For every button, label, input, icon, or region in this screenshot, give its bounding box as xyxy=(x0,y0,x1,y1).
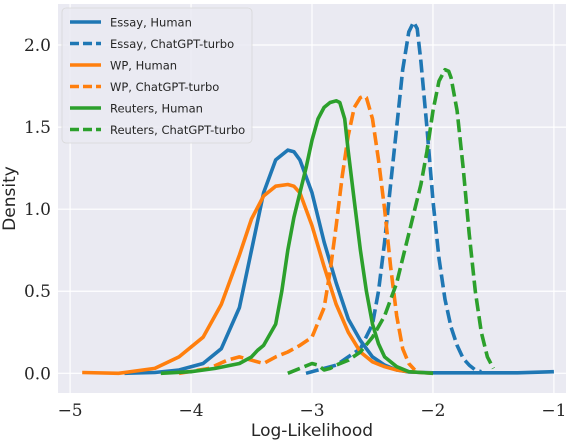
legend-label: WP, Human xyxy=(110,59,177,73)
series-line-3 xyxy=(82,182,434,376)
tick-labels: −5 −4 −3 −2 −1 0.0 0.5 1.0 1.5 2.0 xyxy=(24,36,566,421)
y-tick-label: 2.0 xyxy=(24,36,51,56)
legend: Essay, Human Essay, ChatGPT-turbo WP, Huma… xyxy=(61,7,253,144)
x-tick-label: −2 xyxy=(420,401,445,421)
legend-box xyxy=(61,7,253,144)
legend-label: WP, ChatGPT-turbo xyxy=(110,80,219,94)
y-tick-label: 1.5 xyxy=(24,118,51,138)
legend-label: Essay, ChatGPT-turbo xyxy=(110,37,234,51)
y-tick-label: 0.0 xyxy=(24,364,51,384)
y-tick-label: 1.0 xyxy=(24,200,51,220)
legend-label: Essay, Human xyxy=(110,16,192,30)
series-lines xyxy=(82,20,554,376)
x-tick-label: −1 xyxy=(541,401,566,421)
x-tick-label: −4 xyxy=(179,401,204,421)
legend-label: Reuters, Human xyxy=(110,102,203,116)
y-tick-label: 0.5 xyxy=(24,282,51,302)
series-line-6 xyxy=(287,67,495,375)
legend-label: Reuters, ChatGPT-turbo xyxy=(110,123,245,137)
x-tick-label: −3 xyxy=(299,401,324,421)
series-line-4 xyxy=(178,94,417,376)
series-line-5 xyxy=(160,99,434,376)
x-axis-label: Log-Likelihood xyxy=(251,421,373,441)
x-tick-label: −5 xyxy=(58,401,83,421)
y-axis-label: Density xyxy=(0,166,20,231)
series-line-2 xyxy=(305,20,482,376)
